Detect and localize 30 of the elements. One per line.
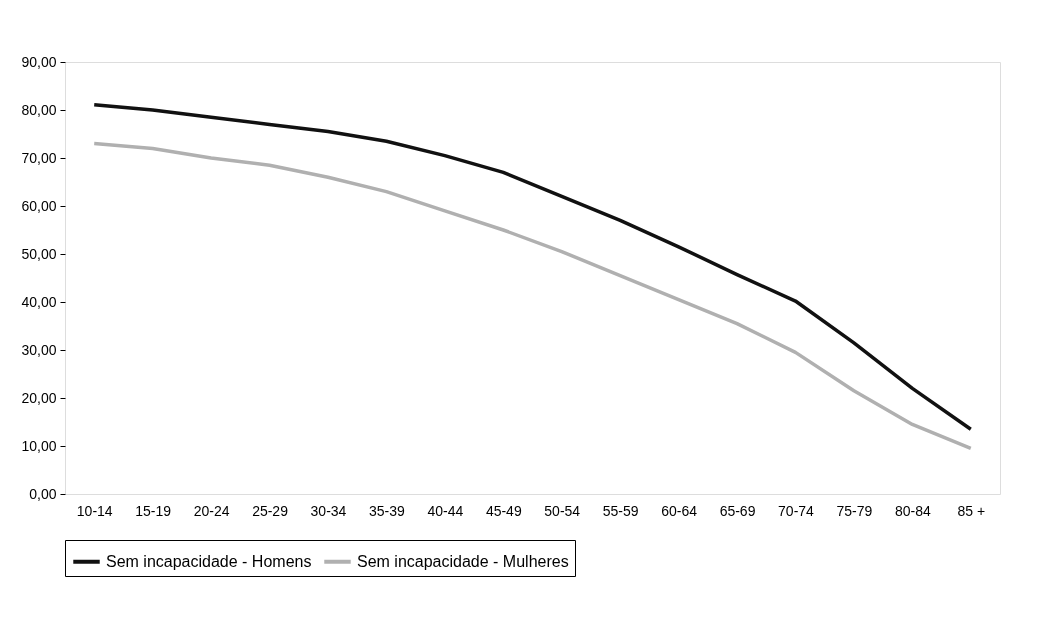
x-tick-label: 40-44 xyxy=(427,502,464,519)
x-tick-label: 25-29 xyxy=(252,502,289,519)
legend-label: Sem incapacidade - Mulheres xyxy=(357,552,569,570)
legend-label: Sem incapacidade - Homens xyxy=(106,552,312,570)
x-tick-label: 10-14 xyxy=(76,502,113,519)
y-tick-label: 50,00 xyxy=(21,245,57,262)
x-tick-label: 80-84 xyxy=(894,502,931,519)
x-tick-label: 30-34 xyxy=(310,502,347,519)
x-tick-label: 85 + xyxy=(957,502,986,519)
y-tick-label: 60,00 xyxy=(21,197,57,214)
x-tick-label: 60-64 xyxy=(661,502,698,519)
line-series xyxy=(92,141,973,451)
y-tick-label: 90,00 xyxy=(21,53,57,70)
y-tick-label: 10,00 xyxy=(21,437,57,454)
line-series xyxy=(92,102,973,431)
x-tick-label: 55-59 xyxy=(602,502,639,519)
x-tick-label: 50-54 xyxy=(544,502,581,519)
y-tick-label: 40,00 xyxy=(21,293,57,310)
x-tick-label: 20-24 xyxy=(193,502,230,519)
y-tick-label: 80,00 xyxy=(21,101,57,118)
y-tick-label: 0,00 xyxy=(29,485,57,502)
x-tick-label: 65-69 xyxy=(719,502,756,519)
x-tick-label: 15-19 xyxy=(135,502,172,519)
y-tick-label: 30,00 xyxy=(21,341,57,358)
y-tick-label: 70,00 xyxy=(21,149,57,166)
x-tick-label: 35-39 xyxy=(369,502,406,519)
x-tick-label: 70-74 xyxy=(778,502,815,519)
x-tick-label: 75-79 xyxy=(836,502,873,519)
y-tick-label: 20,00 xyxy=(21,389,57,406)
x-tick-label: 45-49 xyxy=(485,502,522,519)
